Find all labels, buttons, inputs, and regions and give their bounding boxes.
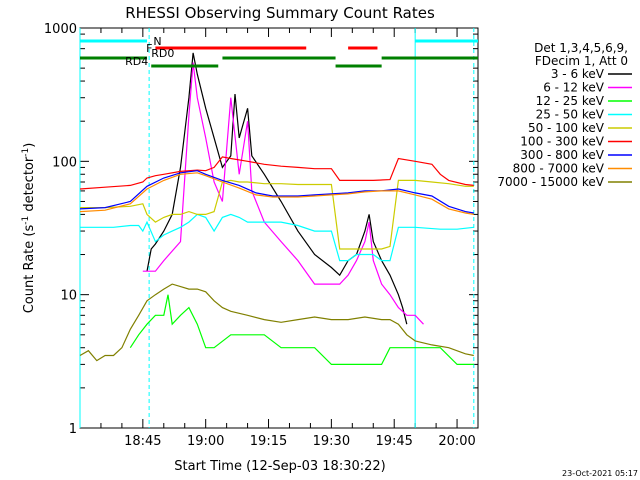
series-line-9 xyxy=(79,283,474,362)
legend-label-4: 25 - 50 keV xyxy=(536,108,605,122)
x-tick-label: 19:00 xyxy=(187,434,224,449)
series-line-7 xyxy=(79,170,474,214)
series-line-6 xyxy=(79,156,474,190)
y-axis-label-part1: Count Rate (s xyxy=(22,225,37,314)
footer-date: 23-Oct-2021 05:17 xyxy=(562,469,638,478)
legend: Det 1,3,4,5,6,9,FDecim 1, Att 03 - 6 keV… xyxy=(497,41,632,189)
y-axis-label: Count Rate (s-1 detector-1) xyxy=(21,143,37,314)
legend-label-2: 6 - 12 keV xyxy=(543,81,605,95)
flag-bar-label: N xyxy=(153,35,161,48)
flag-bar-label: RD4 xyxy=(125,55,148,68)
legend-label-6: 100 - 300 keV xyxy=(520,135,604,149)
series-line-8 xyxy=(79,172,474,215)
y-axis-label-sup1: -1 xyxy=(21,216,31,225)
y-axis-label-part3: ) xyxy=(22,143,37,148)
legend-header-line: FDecim 1, Att 0 xyxy=(535,54,628,68)
legend-header-line: Det 1,3,4,5,6,9, xyxy=(534,41,628,55)
y-tick-label: 10 xyxy=(60,289,77,304)
series-line-4 xyxy=(80,213,474,262)
x-axis-label: Start Time (12-Sep-03 18:30:22) xyxy=(174,459,385,474)
legend-label-3: 12 - 25 keV xyxy=(536,94,605,108)
series-line-1 xyxy=(146,52,408,325)
flag-bar-label: F xyxy=(146,42,152,55)
legend-label-8: 800 - 7000 keV xyxy=(513,162,605,176)
x-tick-label: 19:30 xyxy=(313,434,350,449)
series-line-3 xyxy=(129,294,474,365)
y-axis-label-part2: detector xyxy=(22,156,37,216)
legend-label-1: 3 - 6 keV xyxy=(551,67,605,81)
legend-label-7: 300 - 800 keV xyxy=(520,148,604,162)
flag-bar-label: RD0 xyxy=(151,47,174,60)
legend-label-5: 50 - 100 keV xyxy=(528,121,605,135)
x-tick-label: 19:45 xyxy=(375,434,412,449)
series-line-2 xyxy=(142,62,424,325)
chart-title: RHESSI Observing Summary Count Rates xyxy=(125,4,435,22)
y-tick-label: 1 xyxy=(69,422,77,437)
y-axis-label-sup2: -1 xyxy=(21,148,31,157)
x-tick-label: 18:45 xyxy=(124,434,161,449)
y-tick-label: 100 xyxy=(52,155,77,170)
x-tick-label: 20:00 xyxy=(438,434,475,449)
x-tick-label: 19:15 xyxy=(250,434,287,449)
series-line-5 xyxy=(80,179,474,250)
y-tick-label: 1000 xyxy=(44,22,77,37)
legend-label-9: 7000 - 15000 keV xyxy=(497,175,604,189)
plot-area: 1 10 100 1000 18:45 19:00 19:15 19:30 19:45 20:00… xyxy=(44,22,479,449)
